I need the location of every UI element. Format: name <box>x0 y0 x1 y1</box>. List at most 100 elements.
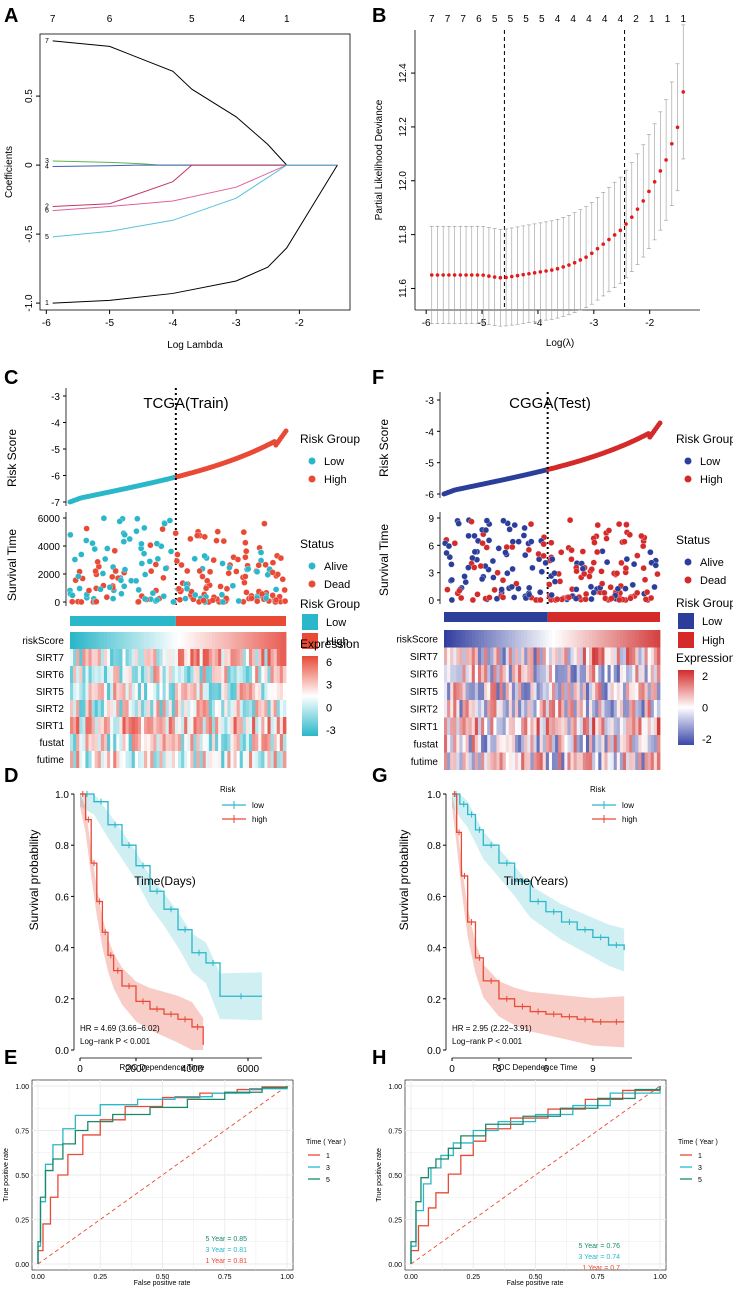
heatmap-cell <box>592 630 596 648</box>
heatmap-cell <box>444 630 448 648</box>
heatmap-cell <box>552 717 556 735</box>
panel-h-legend-1: 1 <box>698 1153 702 1160</box>
heatmap-cell <box>635 647 639 665</box>
heatmap-cell <box>236 666 241 683</box>
heatmap-cell <box>181 666 185 683</box>
heatmap-cell <box>79 734 83 751</box>
heatmap-cell <box>552 682 556 700</box>
heatmap-cell <box>218 717 222 734</box>
heatmap-cell <box>279 717 284 734</box>
heatmap-cell <box>604 735 608 753</box>
dead-point <box>277 554 285 562</box>
heatmap-cell <box>79 700 83 717</box>
heatmap-cell <box>632 735 636 753</box>
heatmap-cell <box>493 717 497 735</box>
legend-status-dot <box>684 558 692 566</box>
heatmap-cell <box>85 700 89 717</box>
dead-point <box>196 567 203 575</box>
heatmap-cell <box>273 683 278 700</box>
panel-h-title: ROC Dependence Time <box>493 1063 578 1072</box>
alive-point <box>542 559 549 567</box>
heatmap-cell <box>576 717 581 735</box>
heatmap-cell <box>453 630 457 648</box>
panel-h-xlabel: False positive rate <box>507 1280 564 1287</box>
heatmap-cell <box>616 700 621 718</box>
heatmap-cell <box>103 700 108 717</box>
heatmap-cell <box>107 734 111 751</box>
heatmap-cell <box>533 700 537 718</box>
heatmap-cell <box>582 630 587 648</box>
heatmap-cell <box>88 632 92 649</box>
heatmap-cell <box>199 700 204 717</box>
heatmap-cell <box>604 682 608 700</box>
heatmap-cell <box>496 717 500 735</box>
heatmap-cell <box>616 717 621 735</box>
heatmap-cell <box>122 632 126 649</box>
alive-point <box>162 565 169 572</box>
heatmap-cell <box>119 683 123 700</box>
heatmap-cell <box>595 682 599 700</box>
heatmap-cell <box>589 735 593 753</box>
heatmap-cell <box>230 649 234 666</box>
top-tick: 7 <box>429 14 435 25</box>
alive-point <box>526 584 533 592</box>
panel-g-xlabel: Time(Years) <box>504 874 568 888</box>
heatmap-cell <box>233 751 238 768</box>
dead-point <box>634 589 641 596</box>
heatmap-cell <box>245 683 250 700</box>
legend-riskbar-title: Risk Group <box>300 597 360 611</box>
dead-point <box>269 569 276 576</box>
dead-point <box>201 533 208 540</box>
heatmap-cell <box>595 735 599 753</box>
alive-point <box>83 537 90 544</box>
dead-point <box>217 583 224 590</box>
heatmap-row-label: SIRT7 <box>410 652 439 663</box>
heatmap-cell <box>264 734 268 751</box>
heatmap-cell <box>193 751 197 768</box>
heatmap-cell <box>564 647 568 665</box>
heatmap-cell <box>613 682 618 700</box>
heatmap-cell <box>208 683 213 700</box>
heatmap-cell <box>570 752 574 770</box>
heatmap-cell <box>276 751 281 768</box>
x-tick-label: -6 <box>42 318 51 329</box>
panel-g-pval: Log−rank P < 0.001 <box>452 1037 523 1046</box>
heatmap-cell <box>576 682 581 700</box>
heatmap-cell <box>239 734 244 751</box>
heatmap-cell <box>527 717 531 735</box>
alive-point <box>142 571 149 578</box>
dead-point <box>281 597 289 605</box>
y-tick-label: 12.4 <box>398 63 409 83</box>
roc-xtick-label: 0.50 <box>529 1274 543 1281</box>
heatmap-cell <box>490 682 494 700</box>
deviance-point <box>475 273 480 277</box>
alive-point <box>493 595 501 602</box>
heatmap-cell <box>610 630 615 648</box>
alive-point <box>235 597 242 605</box>
heatmap-cell <box>73 717 77 734</box>
dead-point <box>93 598 100 605</box>
heatmap-cell <box>650 700 655 718</box>
heatmap-cell <box>567 700 571 718</box>
heatmap-cell <box>601 630 605 648</box>
km-ytick-label: 0.8 <box>427 841 441 852</box>
heatmap-cell <box>508 630 513 648</box>
heatmap-cell <box>131 717 136 734</box>
dead-point <box>477 562 484 570</box>
alive-point <box>573 586 580 593</box>
dead-point <box>178 561 185 569</box>
dead-point <box>618 559 625 567</box>
dead-point <box>588 566 595 573</box>
heatmap-cell <box>589 630 593 648</box>
heatmap-cell <box>107 717 111 734</box>
panel-f-surv-ylabel: Survival Time <box>377 524 391 596</box>
heatmap-cell <box>276 700 281 717</box>
legend-risk-dot <box>308 475 316 483</box>
heatmap-cell <box>245 700 250 717</box>
heatmap-cell <box>595 752 599 770</box>
heatmap-cell <box>570 682 574 700</box>
heatmap-cell <box>134 751 139 768</box>
alive-point <box>590 589 597 596</box>
alive-point <box>509 538 516 545</box>
heatmap-cell <box>453 717 457 735</box>
